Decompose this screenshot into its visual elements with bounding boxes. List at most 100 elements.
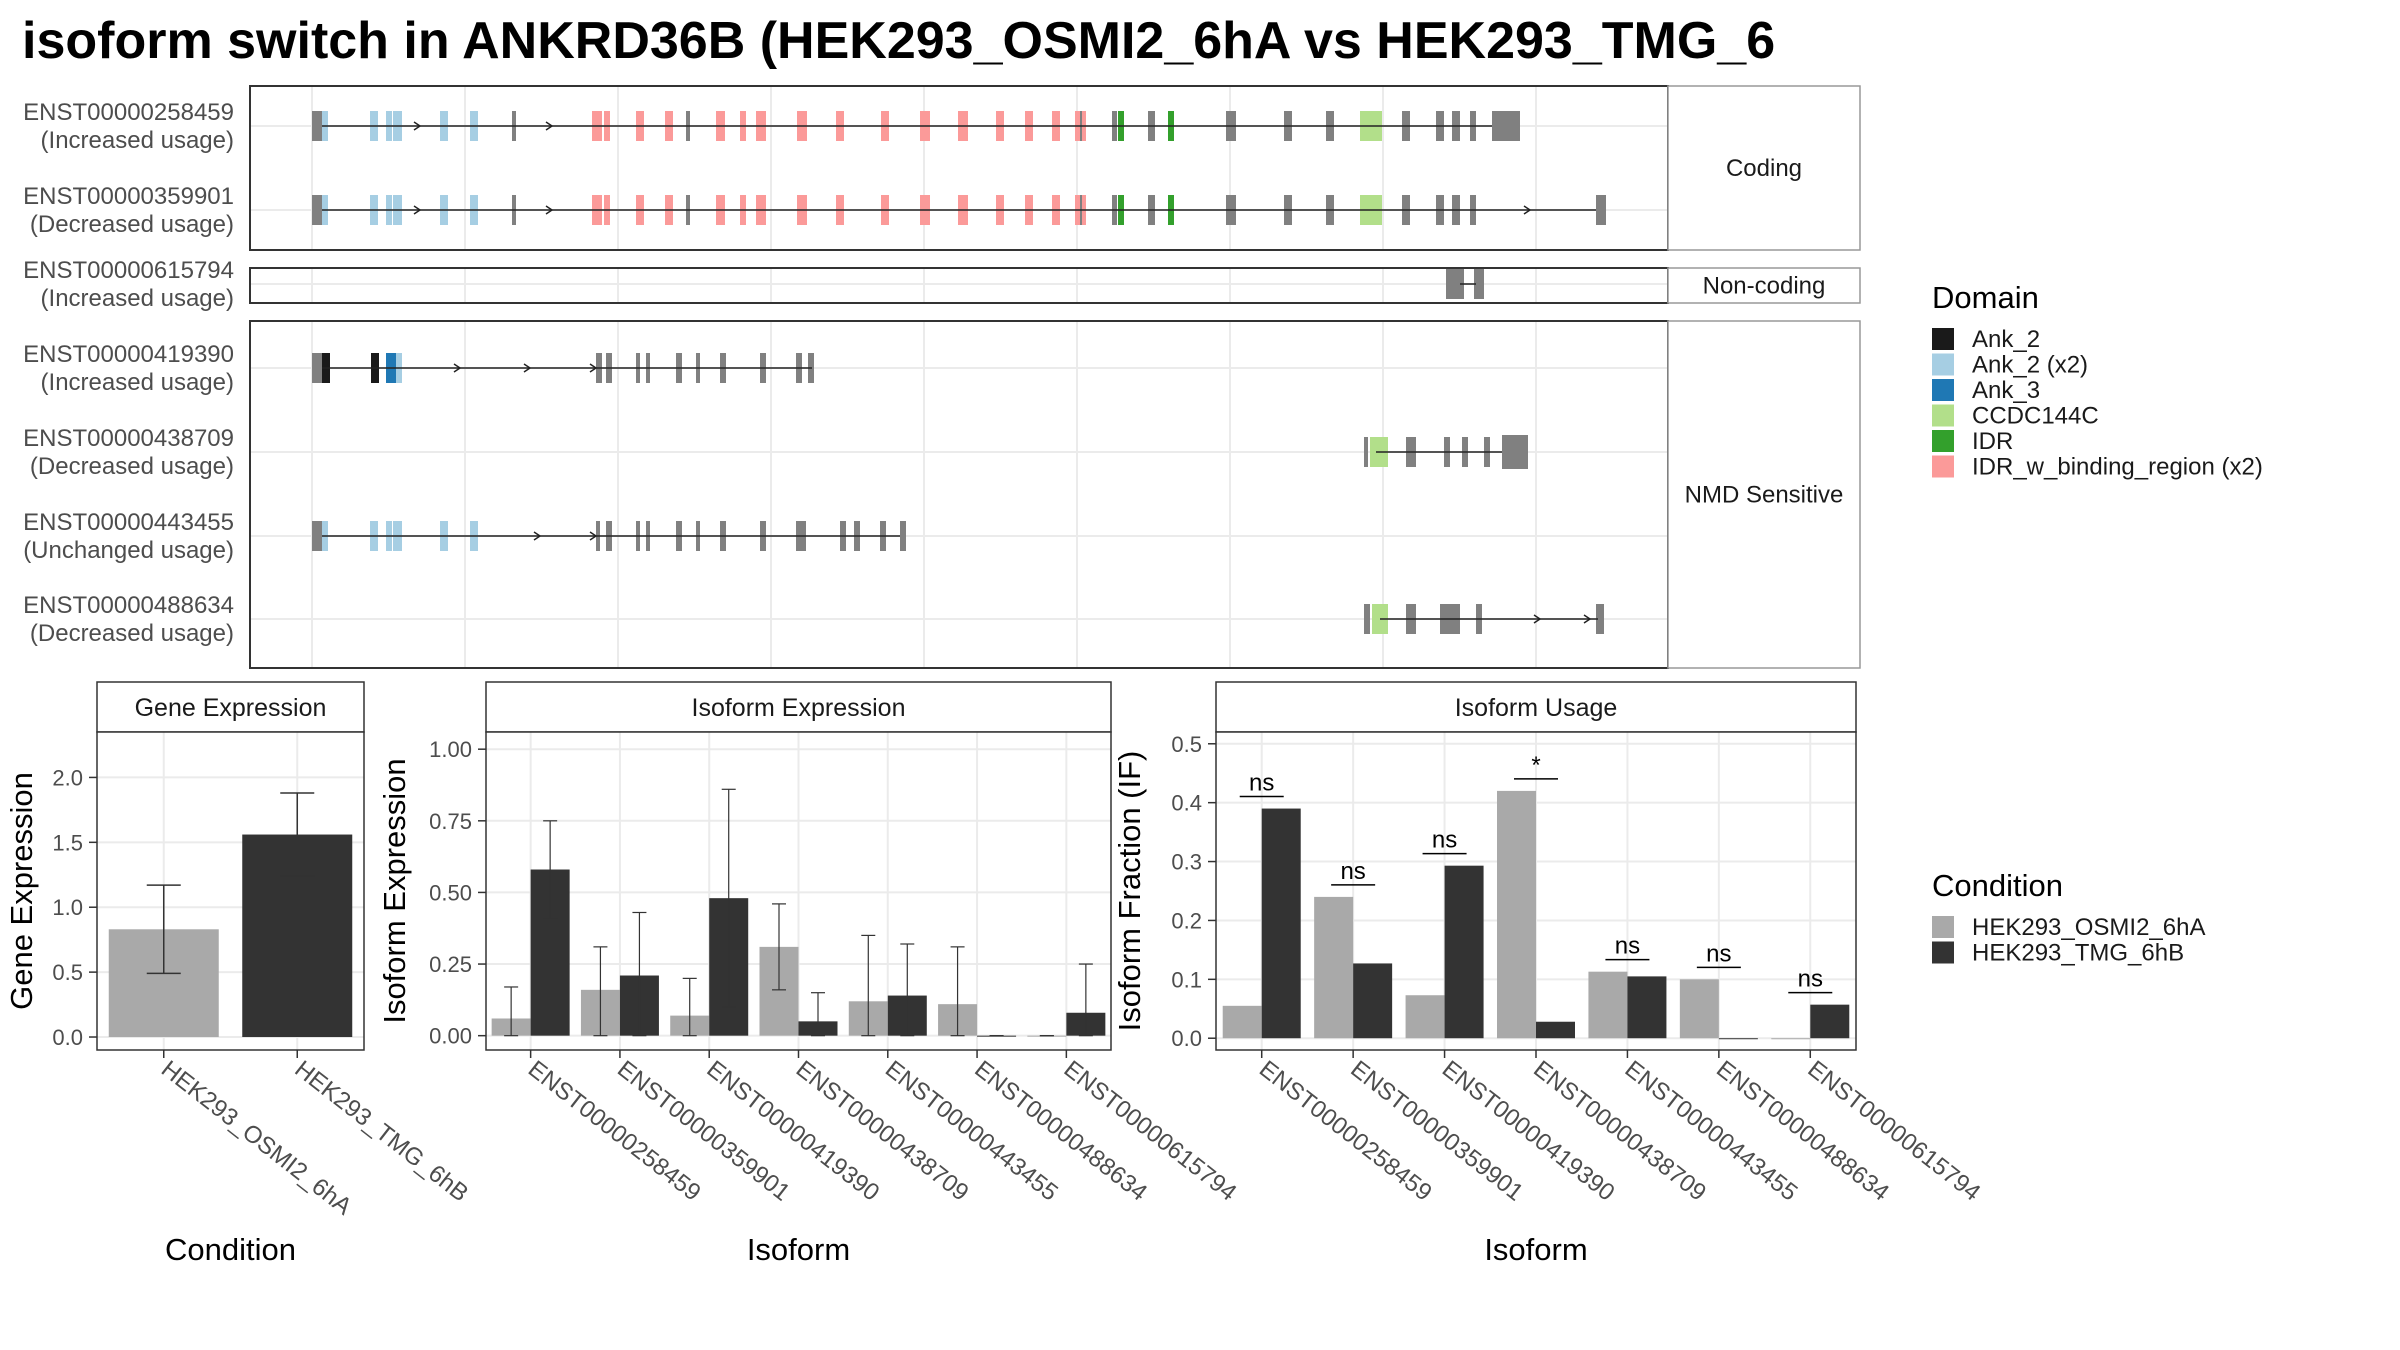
y-tick-label: 0.00 (429, 1024, 472, 1049)
legend-title: Condition (1932, 868, 2063, 903)
isoform-label: ENST00000359901 (23, 183, 234, 210)
legend-key (1932, 455, 1954, 478)
y-axis-title: Gene Expression (4, 772, 39, 1010)
significance-label: ns (1249, 770, 1274, 797)
bar (1405, 995, 1445, 1039)
y-tick-label: 0.5 (52, 960, 83, 985)
y-tick-label: 2.0 (52, 765, 83, 790)
legend-label: HEK293_TMG_6hB (1972, 940, 2184, 967)
bar (1353, 963, 1393, 1039)
exon-block (1502, 435, 1528, 469)
bar (1261, 808, 1301, 1039)
exon-block (1446, 269, 1464, 299)
bar (1718, 1038, 1758, 1040)
panel-strip (1215, 681, 1857, 733)
bar (1679, 979, 1719, 1039)
bar (1536, 1021, 1575, 1039)
strand-arrow (523, 363, 532, 373)
strand-arrow (1533, 614, 1542, 624)
y-tick-label: 0.3 (1171, 850, 1202, 875)
legend-key (1932, 379, 1954, 401)
strand-arrow (413, 205, 422, 215)
bar (1497, 790, 1536, 1039)
bar (1771, 1038, 1811, 1040)
exon-block (1596, 195, 1606, 225)
structure-facet-background (250, 268, 1668, 303)
y-tick-label: 1.5 (52, 830, 83, 855)
y-tick-label: 0.50 (429, 880, 472, 905)
legend-key (1932, 353, 1954, 376)
legend-key (1932, 430, 1954, 452)
x-axis-title: Isoform (1484, 1232, 1587, 1267)
exon-block (312, 353, 324, 383)
bar (1810, 1004, 1850, 1039)
panel-border (96, 731, 365, 1051)
legend-label: Ank_2 (1972, 326, 2040, 353)
y-tick-label: 1.00 (429, 737, 472, 762)
exon-block (1596, 604, 1604, 634)
legend-label: HEK293_OSMI2_6hA (1972, 914, 2205, 941)
y-tick-label: 0.1 (1171, 967, 1202, 992)
panel-strip (96, 681, 365, 733)
y-axis-title: Isoform Fraction (IF) (1112, 751, 1147, 1032)
isoform-usage-label: (Increased usage) (41, 127, 234, 154)
y-tick-label: 0.25 (429, 952, 472, 977)
legend-label: Ank_2 (x2) (1972, 352, 2088, 379)
isoform-label: ENST00000438709 (23, 425, 234, 452)
y-tick-label: 0.0 (52, 1025, 83, 1050)
transcript-structure-panel: Coding Non-coding NMD Sensitive ENST0000025… (23, 85, 1861, 669)
panel-strip (485, 681, 1112, 733)
strand-arrow (413, 121, 422, 131)
legend-title: Domain (1932, 280, 2039, 315)
isoform-usage-label: (Unchanged usage) (23, 537, 234, 564)
facet-strip (1667, 267, 1861, 304)
bar (1314, 896, 1354, 1039)
y-tick-label: 0.0 (1171, 1026, 1202, 1051)
strand-arrow (545, 205, 554, 215)
panel-title: Isoform Expression (692, 694, 906, 722)
x-axis-title: Isoform (747, 1232, 850, 1267)
panel-title: Gene Expression (135, 694, 327, 722)
bar (1627, 976, 1667, 1039)
significance-label: ns (1798, 966, 1823, 993)
significance-label: * (1531, 752, 1540, 779)
isoform-label: ENST00000419390 (23, 341, 234, 368)
facet-strip (1667, 320, 1861, 669)
isoform-label: ENST00000615794 (23, 257, 234, 284)
legend-label: IDR_w_binding_region (x2) (1972, 454, 2263, 481)
strand-arrow (589, 363, 598, 373)
legend-label: Ank_3 (1972, 377, 2040, 404)
figure-title: isoform switch in ANKRD36B (HEK293_OSMI2… (22, 12, 1775, 70)
panel-title: Isoform Usage (1455, 694, 1618, 722)
bar (1222, 1005, 1262, 1039)
strand-arrow (545, 121, 554, 131)
legend-label: CCDC144C (1972, 403, 2099, 430)
isoform-usage-label: (Decreased usage) (30, 211, 234, 238)
legend-label: IDR (1972, 428, 2013, 455)
exon-block (1492, 111, 1520, 141)
facet-strip (1667, 85, 1861, 251)
exon-block (312, 521, 324, 551)
strand-arrow (589, 531, 598, 541)
y-tick-label: 0.2 (1171, 908, 1202, 933)
x-axis-title: Condition (165, 1232, 296, 1267)
isoform-usage-label: (Decreased usage) (30, 620, 234, 647)
significance-label: ns (1340, 858, 1365, 885)
facet-strip-label: Non-coding (1703, 273, 1826, 300)
legend-key (1932, 941, 1954, 964)
exon-block (900, 521, 906, 551)
strand-arrow (1523, 205, 1532, 215)
legend-key (1932, 328, 1954, 350)
y-axis-title: Isoform Expression (377, 758, 412, 1023)
y-tick-label: 0.75 (429, 809, 472, 834)
bar (1444, 865, 1484, 1039)
isoform-label: ENST00000258459 (23, 99, 234, 126)
facet-strip-label: Coding (1726, 155, 1802, 182)
facet-strip-label: NMD Sensitive (1685, 482, 1844, 509)
structure-facet-background (250, 86, 1668, 250)
legend-key (1932, 916, 1954, 938)
isoform-usage-label: (Increased usage) (41, 369, 234, 396)
